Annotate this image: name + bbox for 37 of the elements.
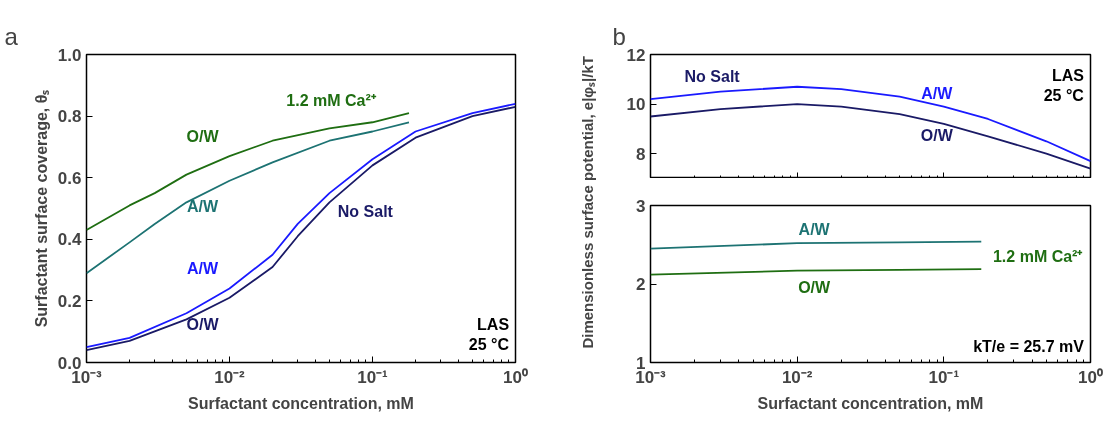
- y-tick-label: 0.2: [57, 291, 82, 311]
- series-label: A/W: [798, 220, 831, 238]
- x-tick-label: 10⁻²: [781, 367, 813, 387]
- y-tick-label: 10: [626, 95, 646, 115]
- annotation: 1.2 mM Ca²⁺: [286, 92, 377, 110]
- y-tick-label: 0.8: [57, 107, 82, 127]
- annotation: 1.2 mM Ca²⁺: [992, 248, 1084, 266]
- series-label: O/W: [798, 279, 832, 297]
- chart-title: b: [612, 22, 626, 50]
- series-label: A/W: [186, 198, 219, 216]
- x-axis-title: Surfactant concentration, mM: [757, 394, 984, 412]
- x-tick-label: 10⁻¹: [357, 367, 389, 387]
- x-tick-label: 10⁻²: [214, 367, 246, 387]
- chart-title: a: [4, 22, 19, 50]
- x-axis-title: Surfactant concentration, mM: [188, 394, 414, 412]
- x-tick-label: 10⁰: [1078, 367, 1103, 387]
- annotation: LAS 25 °C: [468, 315, 510, 354]
- series-label: A/W: [186, 260, 219, 278]
- series-label: O/W: [920, 127, 954, 145]
- y-axis-title: Dimensionless surface potential, e|φₛ|/kT: [578, 56, 596, 349]
- series-label: A/W: [921, 85, 954, 103]
- y-axis-title: Surfactant surface coverage, θₛ: [32, 89, 50, 328]
- series-label: O/W: [186, 127, 220, 145]
- annotation: kT/e = 25.7 mV: [973, 337, 1085, 355]
- annotation: No Salt: [684, 68, 741, 86]
- y-tick-label: 0.6: [57, 168, 82, 188]
- annotation: LAS 25 °C: [1043, 66, 1085, 105]
- x-tick-label: 10⁰: [503, 367, 528, 387]
- y-tick-label: 0.4: [57, 230, 83, 250]
- annotation: No Salt: [337, 203, 394, 221]
- y-tick-label: 3: [636, 196, 646, 216]
- series-label: O/W: [186, 316, 220, 334]
- y-tick-label: 1.0: [57, 45, 82, 65]
- y-tick-label: 12: [626, 45, 646, 65]
- x-tick-label: 10⁻¹: [928, 367, 960, 387]
- y-tick-label: 8: [636, 144, 646, 164]
- y-tick-label: 2: [636, 275, 646, 294]
